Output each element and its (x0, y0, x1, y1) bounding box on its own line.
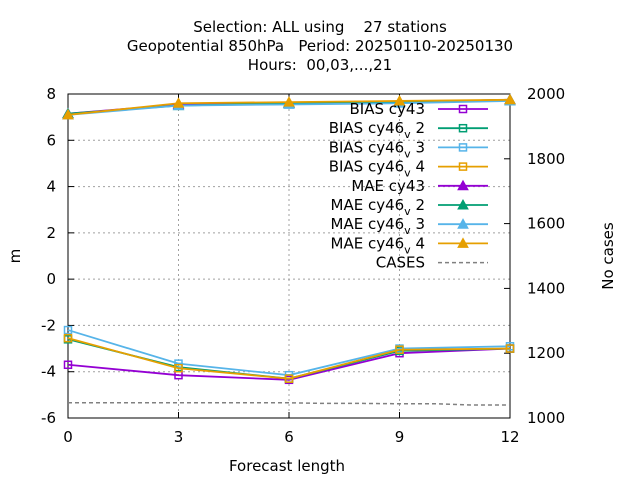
legend-label-tail: 3 (411, 138, 425, 156)
square-marker (63, 333, 73, 343)
legend-label-8: CASES (376, 254, 425, 272)
legend-label-1: BIAS cy46v 2 (329, 119, 425, 141)
y-tick-label: 4 (46, 178, 56, 196)
legend-label-tail: 2 (411, 196, 425, 214)
y2-tick-label: 1800 (527, 150, 565, 168)
legend-label-base: BIAS cy46 (329, 138, 404, 156)
x-tick-label: 12 (500, 428, 519, 446)
legend-label-subscript: v (404, 147, 411, 160)
triangle-marker (283, 96, 295, 107)
triangle-marker (457, 179, 469, 191)
legend-label-4: MAE cy43 (351, 177, 425, 195)
chart-title-line-1: Selection: ALL using 27 stations (193, 18, 447, 36)
legend-label-base: BIAS cy46 (329, 158, 404, 176)
legend-label-subscript: v (404, 128, 411, 141)
y2-tick-label: 1600 (527, 215, 565, 233)
y-tick-label: 6 (46, 131, 56, 149)
x-axis-label: Forecast length (229, 457, 345, 475)
chart-axes: 0 3 6 9 12 -6 -4 -2 0 2 4 6 8 1000 1200 1400 1600 1800 200… (41, 85, 565, 446)
square-marker (458, 162, 468, 171)
y2-axis-label: No cases (599, 222, 617, 290)
legend-label-subscript: v (404, 205, 411, 218)
legend-label-base: MAE cy46 (331, 196, 405, 214)
square-marker (395, 345, 404, 354)
legend-label-5: MAE cy46v 2 (331, 196, 426, 218)
triangle-marker (393, 94, 406, 106)
legend-label-base: MAE cy46 (331, 234, 405, 252)
chart-title-line-3: Hours: 00,03,...,21 (247, 56, 393, 74)
chart-series (62, 93, 516, 406)
triangle-marker (457, 218, 469, 229)
y2-tick-label: 1200 (527, 344, 565, 362)
legend-label-3: BIAS cy46v 4 (329, 158, 425, 180)
legend-label-tail: 2 (411, 119, 425, 137)
legend-label-base: BIAS cy46 (329, 119, 404, 137)
legend-label-subscript: v (404, 167, 411, 180)
square-marker (174, 363, 183, 373)
y-tick-label: -2 (41, 316, 56, 334)
y-axis-label: m (6, 249, 24, 264)
legend-label-tail: 4 (411, 158, 425, 176)
legend-label-base: MAE cy46 (331, 215, 405, 233)
square-marker (63, 325, 73, 335)
y2-tick-label: 1000 (527, 409, 565, 427)
triangle-marker (172, 97, 185, 108)
square-marker (505, 344, 515, 353)
legend-label-7: MAE cy46v 4 (331, 234, 426, 256)
series-line-8 (68, 402, 510, 406)
square-marker (284, 374, 294, 383)
legend-label-2: BIAS cy46v 3 (329, 138, 425, 160)
triangle-marker (457, 237, 469, 248)
y-tick-label: -6 (41, 409, 56, 427)
triangle-marker (504, 93, 516, 105)
plot-frame (67, 93, 511, 419)
x-tick-label: 3 (174, 428, 184, 446)
triangle-marker (62, 108, 74, 120)
legend-label-subscript: v (404, 243, 411, 256)
chart-grid (68, 94, 510, 418)
legend-label-0: BIAS cy43 (350, 100, 425, 118)
y-tick-label: 2 (46, 224, 56, 242)
triangle-marker (457, 198, 469, 210)
y-tick-label: 8 (46, 85, 56, 103)
series-line-2 (67, 329, 511, 377)
square-marker (458, 143, 468, 152)
y2-tick-label: 1400 (527, 279, 565, 297)
legend-label-subscript: v (404, 224, 411, 237)
series-line-3 (67, 337, 511, 380)
legend-label-tail: 3 (411, 215, 425, 233)
series-line-0 (67, 347, 511, 381)
legend-label-tail: 4 (411, 234, 425, 252)
chart-title-line-2: Geopotential 850hPa Period: 20250110-202… (126, 37, 514, 55)
x-tick-label: 0 (63, 428, 73, 446)
square-marker (174, 359, 183, 368)
square-marker (458, 104, 468, 114)
legend-label-6: MAE cy46v 3 (331, 215, 426, 237)
y2-tick-label: 2000 (527, 85, 565, 103)
square-marker (63, 360, 73, 370)
x-tick-label: 9 (395, 428, 405, 446)
y-tick-label: -4 (41, 363, 56, 381)
x-tick-label: 6 (284, 428, 294, 446)
y-tick-label: 0 (46, 270, 56, 288)
square-marker (458, 123, 468, 133)
